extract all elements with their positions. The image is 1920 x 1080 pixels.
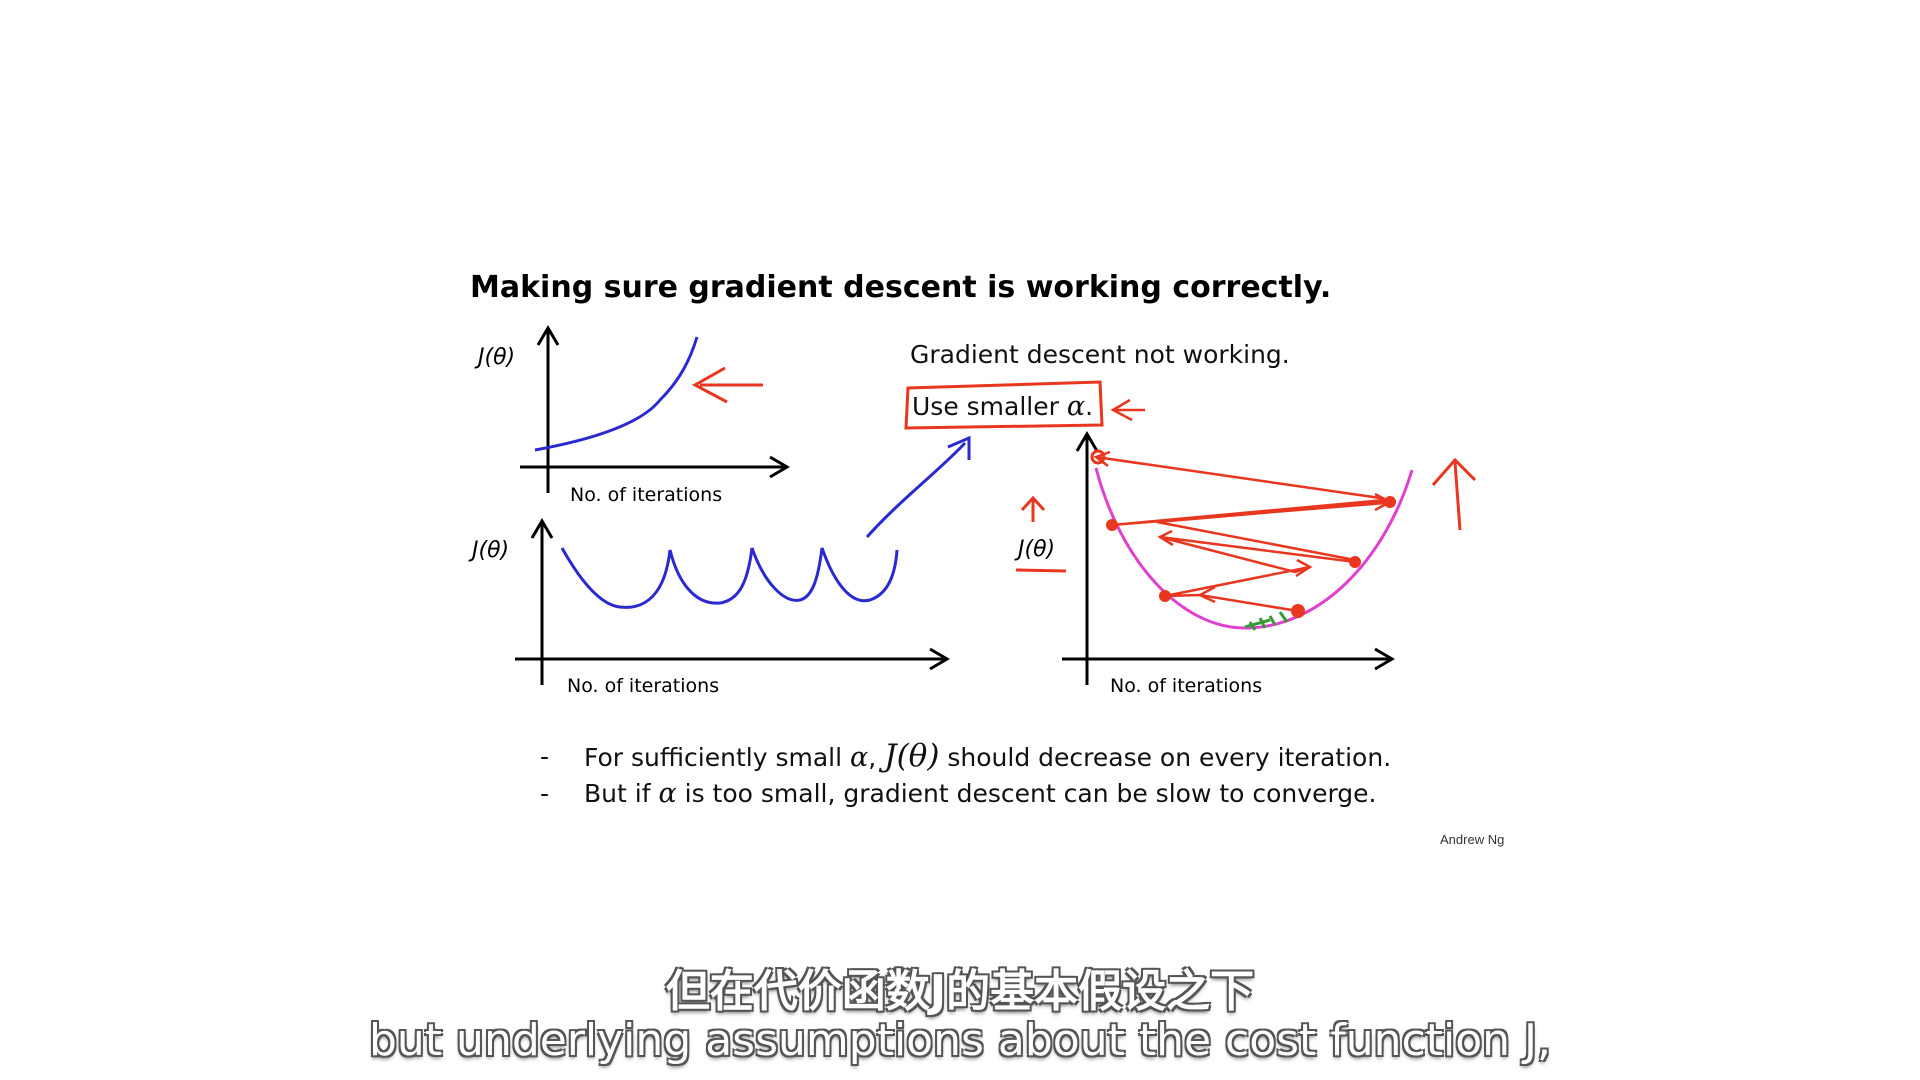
- plot3-x-arrowhead: [1374, 647, 1395, 671]
- plot2-x-arrowhead: [929, 647, 950, 671]
- plot2-blue-curve: [560, 547, 899, 609]
- plot3-red-underline: [1015, 568, 1067, 573]
- plot3-xlabel: No. of iterations: [1110, 675, 1262, 697]
- bullet-text: is too small, gradient descent can be sl…: [676, 779, 1377, 808]
- message-not-working: Gradient descent not working.: [910, 340, 1290, 369]
- plot-oscillating: J(θ) No. of iterations: [468, 435, 971, 697]
- message-red-box: [904, 380, 1104, 430]
- message-prefix: Use smaller: [912, 392, 1067, 421]
- bullet-dash: -: [540, 779, 550, 808]
- plot1-x-arrowhead: [769, 455, 790, 479]
- bullet-text: For sufficiently small: [584, 743, 850, 772]
- plot-bowl: J(θ) No. of iterations: [1014, 431, 1477, 697]
- author-credit: Andrew Ng: [1440, 832, 1505, 847]
- subtitle-chinese: 但在代价函数J的基本假设之下: [665, 966, 1255, 1017]
- plot3-red-dot: [1349, 556, 1361, 568]
- plot1-ylabel: J(θ): [474, 345, 515, 370]
- plot3-green-marks: [1244, 611, 1289, 631]
- alpha-symbol: α: [850, 742, 869, 773]
- plot3-red-up-arrow-small: [1020, 495, 1046, 522]
- bullet-item: - But if α is too small, gradient descen…: [540, 775, 1391, 812]
- plot1-xlabel: No. of iterations: [570, 484, 722, 506]
- slide-title: Making sure gradient descent is working …: [470, 270, 1332, 305]
- plot3-red-dot: [1159, 590, 1171, 602]
- bullet-text: ,: [868, 743, 885, 772]
- bullet-list: - For sufficiently small α, J(θ) should …: [540, 738, 1391, 812]
- plot-diverging: J(θ) No. of iterations: [474, 325, 790, 506]
- message-red-arrow: [1110, 398, 1145, 422]
- bullet-text: But if: [584, 779, 659, 808]
- plot3-red-dot: [1291, 604, 1305, 618]
- bullet-item: - For sufficiently small α, J(θ) should …: [540, 738, 1391, 775]
- plot2-blue-arrow: [865, 435, 971, 538]
- plot3-red-arrowheads: [1093, 450, 1393, 604]
- plot3-red-up-arrow: [1431, 457, 1477, 531]
- alpha-symbol: α: [658, 778, 677, 809]
- plot2-xlabel: No. of iterations: [567, 675, 719, 697]
- cost-symbol: J(θ): [884, 738, 940, 774]
- plot3-ylabel: J(θ): [1014, 537, 1055, 562]
- bullet-dash: -: [540, 742, 550, 771]
- plot3-red-dots: [1090, 449, 1396, 618]
- message-use-smaller-alpha: Use smaller α.: [912, 391, 1093, 422]
- plot3-red-zigzag: [1095, 455, 1391, 613]
- plot3-red-dot: [1384, 496, 1396, 508]
- plot1-blue-curve: [534, 336, 699, 452]
- plot3-red-dot: [1090, 449, 1106, 465]
- plot2-ylabel: J(θ): [468, 538, 509, 563]
- message-suffix: .: [1085, 392, 1094, 421]
- subtitle-english: but underlying assumptions about the cos…: [369, 1015, 1551, 1066]
- plot1-red-arrow: [691, 366, 763, 404]
- plot1-y-arrowhead: [536, 325, 560, 346]
- plot2-y-arrowhead: [530, 518, 554, 539]
- plot3-magenta-bowl: [1094, 467, 1414, 630]
- plot3-red-dot: [1106, 519, 1118, 531]
- plot3-y-arrowhead: [1075, 431, 1099, 452]
- alpha-symbol: α: [1066, 391, 1086, 422]
- bullet-text: should decrease on every iteration.: [939, 743, 1392, 772]
